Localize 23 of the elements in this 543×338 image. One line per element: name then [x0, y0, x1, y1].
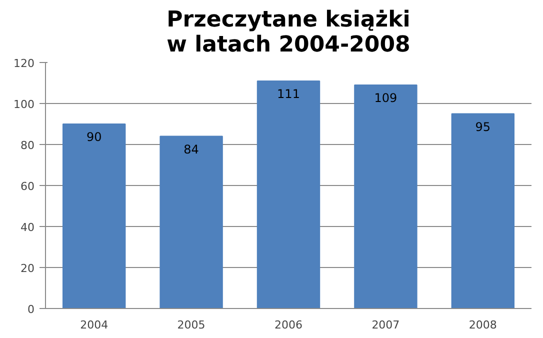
- data-label: 84: [184, 142, 199, 156]
- y-tick-label: 0: [28, 303, 34, 316]
- x-tick-label: 2005: [177, 318, 206, 332]
- bar: [451, 113, 515, 308]
- y-tick-label: 100: [14, 98, 35, 111]
- bar: [354, 84, 418, 308]
- bar: [256, 80, 320, 308]
- x-tick-label: 2006: [274, 318, 303, 332]
- y-tick-label: 40: [20, 221, 35, 234]
- bar: [62, 124, 126, 308]
- data-label: 90: [86, 130, 102, 144]
- data-label: 95: [475, 120, 491, 134]
- x-tick-label: 2004: [80, 318, 108, 332]
- data-label: 109: [374, 91, 398, 106]
- bar: [160, 136, 223, 308]
- x-tick-label: 2008: [468, 318, 497, 332]
- data-label: 111: [277, 86, 300, 101]
- x-tick-label: 2007: [372, 318, 400, 332]
- y-tick-label: 80: [20, 139, 35, 152]
- y-tick-label: 120: [14, 57, 35, 70]
- y-tick-label: 60: [20, 180, 35, 193]
- chart-title: Przeczytane książki w latach 2004-2008: [166, 8, 410, 58]
- y-tick-label: 20: [20, 262, 35, 275]
